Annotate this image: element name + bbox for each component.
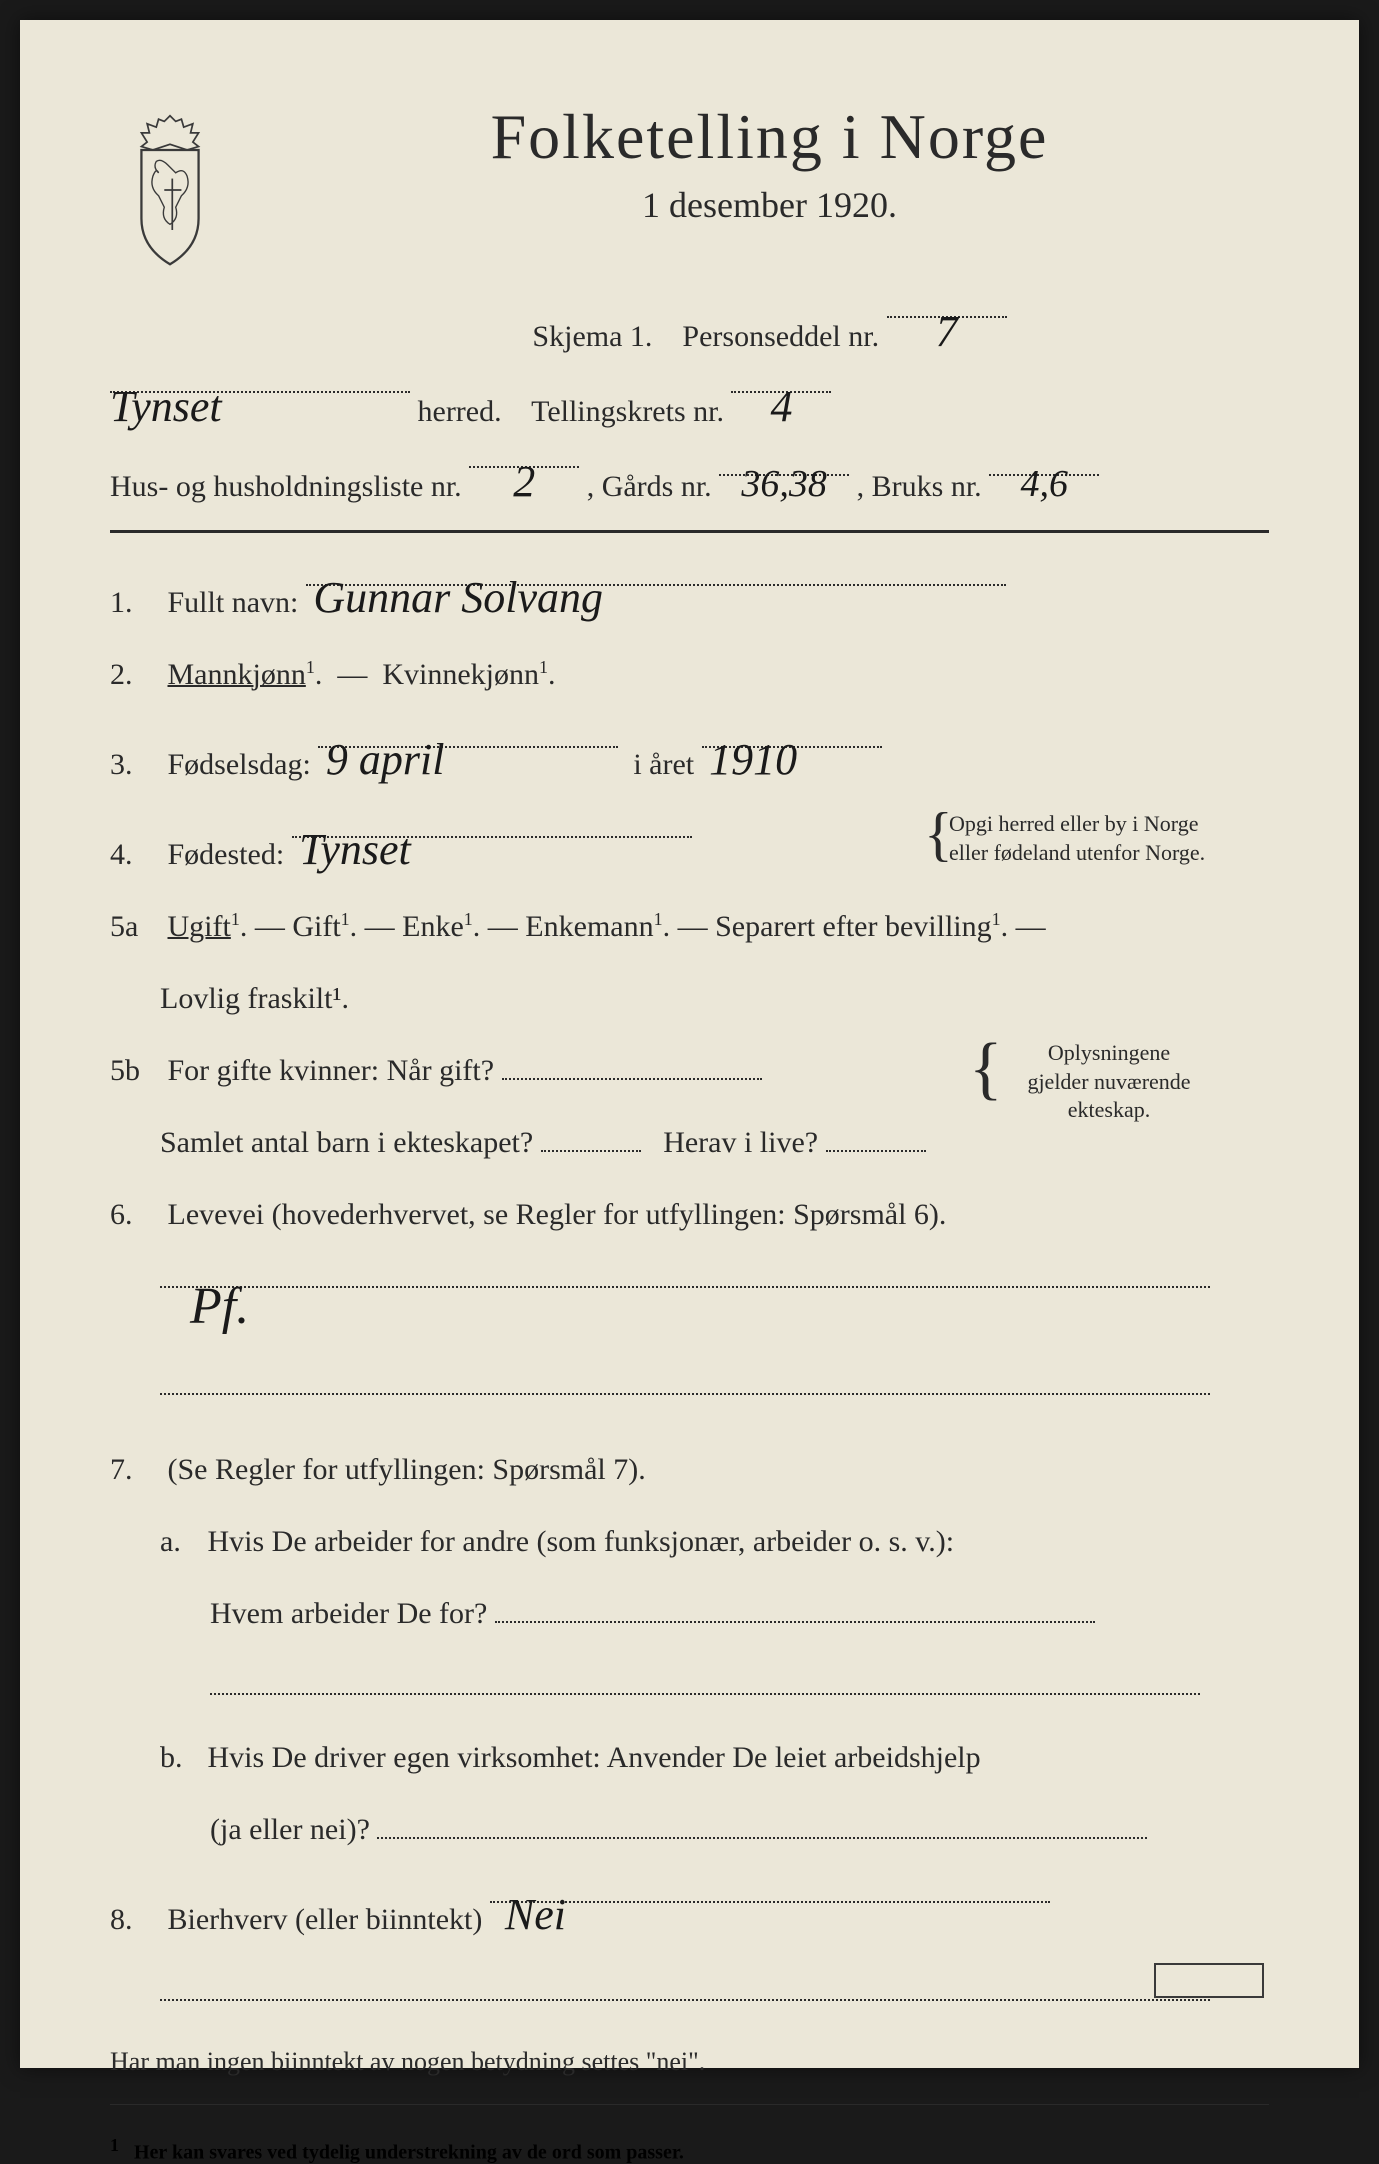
footnote: 1 Her kan svares ved tydelig understrekn… bbox=[110, 2135, 1269, 2164]
q3-day: 9 april bbox=[326, 720, 445, 799]
q8: 8. Bierhverv (eller biinntekt) Nei bbox=[110, 1875, 1269, 1947]
footnote-text: Her kan svares ved tydelig understreknin… bbox=[134, 2141, 684, 2163]
q3-year: 1910 bbox=[709, 720, 797, 799]
header: Folketelling i Norge 1 desember 1920. bbox=[110, 100, 1269, 270]
q1-label: Fullt navn: bbox=[168, 586, 299, 619]
tellingskrets-nr: 4 bbox=[770, 365, 792, 449]
q5a-cont: Lovlig fraskilt¹. bbox=[110, 972, 1269, 1026]
q7a-l2-text: Hvem arbeider De for? bbox=[210, 1597, 487, 1630]
q6-value: Pf. bbox=[190, 1260, 249, 1354]
bruks-label: , Bruks nr. bbox=[857, 470, 982, 503]
personseddel-label: Personseddel nr. bbox=[682, 320, 879, 353]
q5b: 5b For gifte kvinner: Når gift? Oplysnin… bbox=[110, 1044, 1269, 1098]
q4-note-l2: eller fødeland utenfor Norge. bbox=[949, 840, 1205, 865]
q7: 7. (Se Regler for utfyllingen: Spørsmål … bbox=[110, 1443, 1269, 1497]
q8-value: Nei bbox=[505, 1875, 566, 1954]
q5b-note-l2: gjelder nuværende bbox=[1027, 1069, 1190, 1094]
title-block: Folketelling i Norge 1 desember 1920. bbox=[270, 100, 1269, 256]
q4-value: Tynset bbox=[299, 810, 411, 889]
header-meta: Skjema 1. Personseddel nr. 7 Tynset herr… bbox=[110, 290, 1269, 515]
husliste-nr: 2 bbox=[513, 440, 535, 524]
q7b-l2-text: (ja eller nei)? bbox=[210, 1813, 370, 1846]
bruks-nr: 4,6 bbox=[1020, 448, 1068, 520]
q5b-l2b: Herav i live? bbox=[663, 1126, 818, 1159]
divider-thin bbox=[110, 2104, 1269, 2105]
q3-label: Fødselsdag: bbox=[168, 748, 311, 781]
date-line: 1 desember 1920. bbox=[270, 184, 1269, 226]
schema-label: Skjema 1. bbox=[532, 320, 652, 353]
q5a: 5a Ugift1. — Gift1. — Enke1. — Enkemann1… bbox=[110, 900, 1269, 954]
q5b-note-l1: Oplysningene bbox=[1048, 1040, 1170, 1065]
q5b-l1: For gifte kvinner: Når gift? bbox=[168, 1054, 495, 1087]
divider bbox=[110, 530, 1269, 533]
herred-label: herred. bbox=[418, 395, 502, 428]
q3: 3. Fødselsdag: 9 april i året 1910 bbox=[110, 720, 1269, 792]
q1-value: Gunnar Solvang bbox=[313, 558, 603, 637]
q4-note-l1: Opgi herred eller by i Norge bbox=[949, 811, 1198, 836]
q6-text: Levevei (hovederhvervet, se Regler for u… bbox=[168, 1198, 947, 1231]
census-form-page: Folketelling i Norge 1 desember 1920. Sk… bbox=[20, 20, 1359, 2068]
q4-note: Opgi herred eller by i Norge eller fødel… bbox=[949, 810, 1269, 867]
gards-nr: 36,38 bbox=[741, 448, 827, 520]
q4: 4. Fødested: Tynset Opgi herred eller by… bbox=[110, 810, 1269, 882]
q6: 6. Levevei (hovederhvervet, se Regler fo… bbox=[110, 1188, 1269, 1242]
note-bottom-text: Har man ingen biinntekt av nogen betydni… bbox=[110, 2047, 705, 2076]
q8-label: Bierhverv (eller biinntekt) bbox=[168, 1903, 483, 1936]
personseddel-nr: 7 bbox=[936, 290, 958, 374]
q2: 2. Mannkjønn1. — Kvinnekjønn1. bbox=[110, 648, 1269, 702]
note-bottom: Har man ingen biinntekt av nogen betydni… bbox=[110, 2039, 1269, 2086]
q7-text: (Se Regler for utfyllingen: Spørsmål 7). bbox=[168, 1453, 646, 1486]
main-title: Folketelling i Norge bbox=[270, 100, 1269, 174]
q5b-note: Oplysningene gjelder nuværende ekteskap. bbox=[989, 1039, 1229, 1125]
printer-stamp bbox=[1154, 1963, 1264, 1998]
husliste-label: Hus- og husholdningsliste nr. bbox=[110, 470, 462, 503]
q6-blank2 bbox=[110, 1359, 1269, 1413]
q6-value-line: Pf. bbox=[110, 1260, 1269, 1341]
q7a-l1: Hvis De arbeider for andre (som funksjon… bbox=[208, 1525, 955, 1558]
q1: 1. Fullt navn: Gunnar Solvang bbox=[110, 558, 1269, 630]
q7b: b. Hvis De driver egen virksomhet: Anven… bbox=[110, 1731, 1269, 1785]
tellingskrets-label: Tellingskrets nr. bbox=[531, 395, 724, 428]
q4-label: Fødested: bbox=[168, 838, 285, 871]
coat-of-arms-icon bbox=[110, 110, 230, 270]
q5b-l2a: Samlet antal barn i ekteskapet? bbox=[160, 1126, 533, 1159]
q5a-text2: Lovlig fraskilt¹. bbox=[160, 982, 349, 1015]
q5b-l2: Samlet antal barn i ekteskapet? Herav i … bbox=[110, 1116, 1269, 1170]
q7a-blank bbox=[110, 1659, 1269, 1713]
q8-blank bbox=[110, 1965, 1269, 2019]
q7a: a. Hvis De arbeider for andre (som funks… bbox=[110, 1515, 1269, 1569]
q7b-l2: (ja eller nei)? bbox=[110, 1803, 1269, 1857]
herred-value: Tynset bbox=[110, 365, 222, 449]
q3-year-label: i året bbox=[633, 748, 694, 781]
gards-label: , Gårds nr. bbox=[587, 470, 712, 503]
q7a-l2: Hvem arbeider De for? bbox=[110, 1587, 1269, 1641]
q7b-l1: Hvis De driver egen virksomhet: Anvender… bbox=[208, 1741, 981, 1774]
